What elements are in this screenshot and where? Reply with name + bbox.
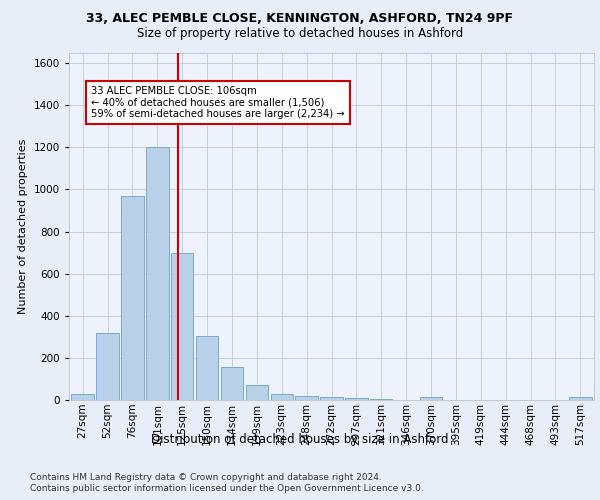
Bar	[345, 398, 368, 400]
Bar	[295, 396, 318, 400]
Text: Contains HM Land Registry data © Crown copyright and database right 2024.: Contains HM Land Registry data © Crown c…	[30, 472, 382, 482]
Bar	[71, 394, 94, 400]
Text: 33 ALEC PEMBLE CLOSE: 106sqm
← 40% of detached houses are smaller (1,506)
59% of: 33 ALEC PEMBLE CLOSE: 106sqm ← 40% of de…	[91, 86, 345, 120]
Bar	[420, 398, 442, 400]
Bar	[121, 196, 143, 400]
Bar	[146, 148, 169, 400]
Bar	[320, 397, 343, 400]
Text: 33, ALEC PEMBLE CLOSE, KENNINGTON, ASHFORD, TN24 9PF: 33, ALEC PEMBLE CLOSE, KENNINGTON, ASHFO…	[86, 12, 514, 26]
Bar	[97, 332, 119, 400]
Bar	[171, 252, 193, 400]
Bar	[196, 336, 218, 400]
Y-axis label: Number of detached properties: Number of detached properties	[18, 138, 28, 314]
Bar	[370, 399, 392, 400]
Bar	[271, 394, 293, 400]
Bar	[569, 398, 592, 400]
Text: Contains public sector information licensed under the Open Government Licence v3: Contains public sector information licen…	[30, 484, 424, 493]
Bar	[245, 385, 268, 400]
Text: Size of property relative to detached houses in Ashford: Size of property relative to detached ho…	[137, 28, 463, 40]
Text: Distribution of detached houses by size in Ashford: Distribution of detached houses by size …	[151, 432, 449, 446]
Bar	[221, 368, 243, 400]
